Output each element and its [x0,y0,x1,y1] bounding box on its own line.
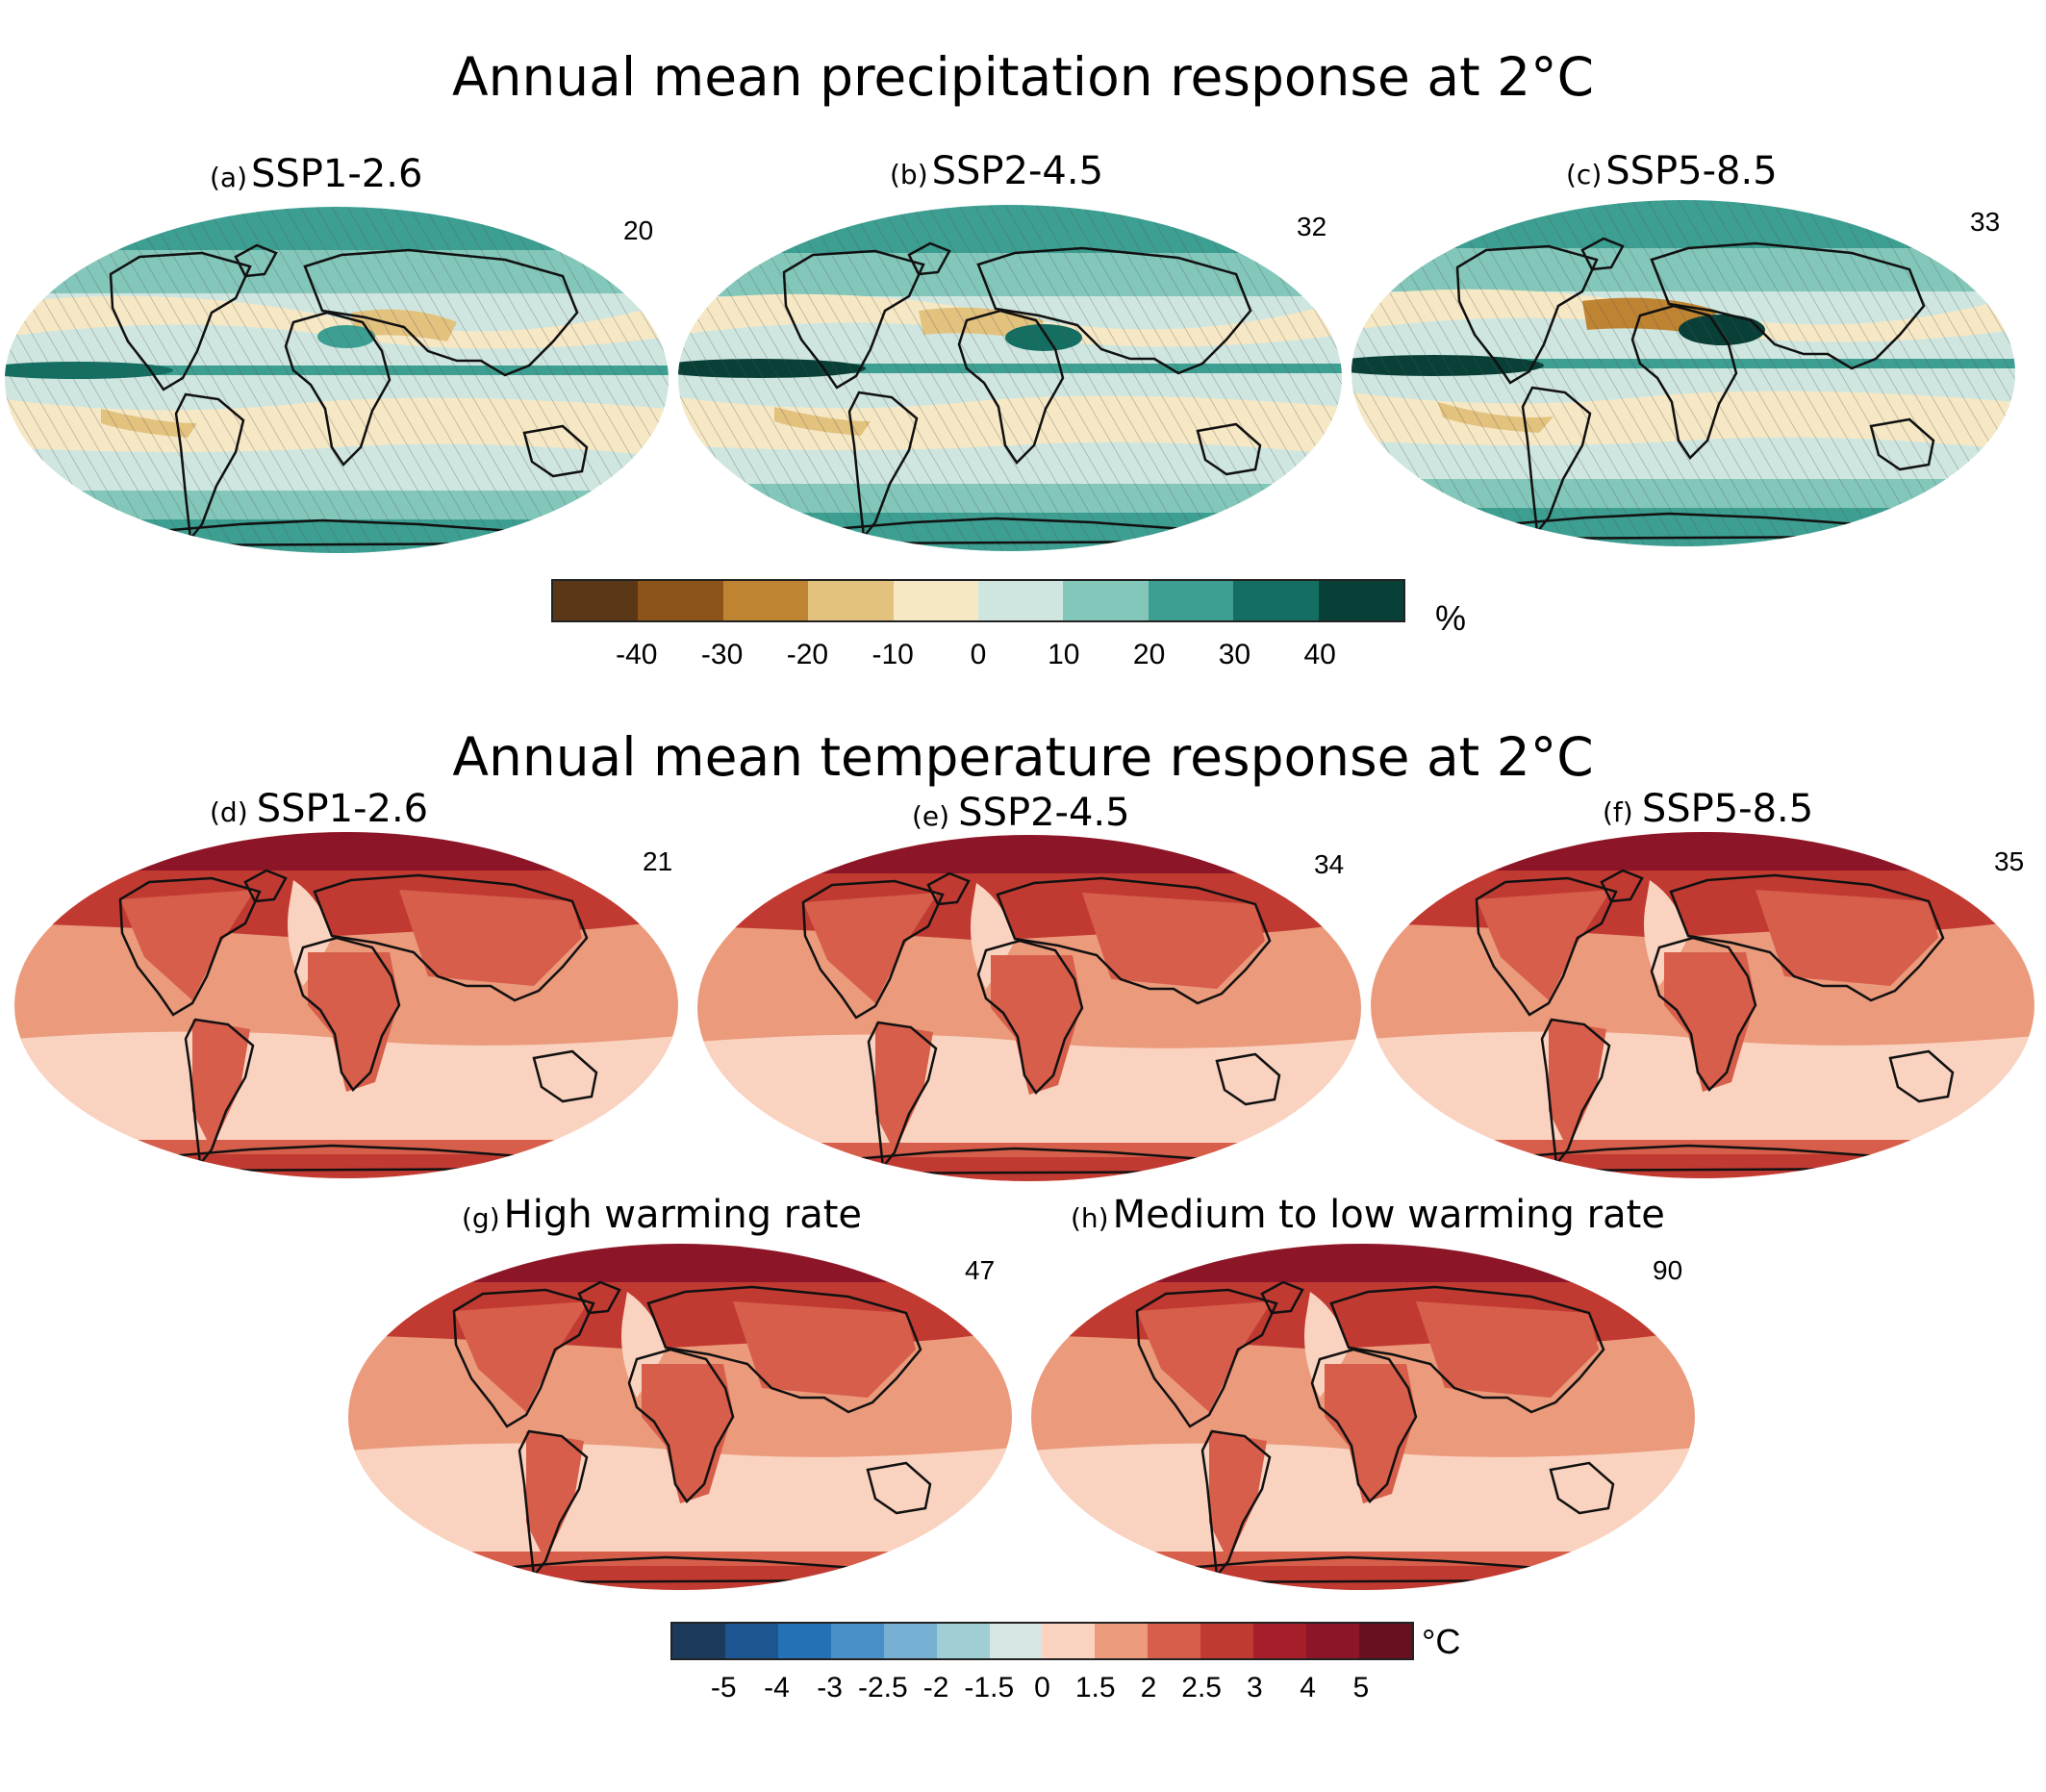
colorbar-swatch [1042,1624,1096,1658]
panel-e-label: (e) SSP2-4.5 [912,791,1130,835]
colorbar-swatch [1148,581,1234,620]
colorbar-tick-label: 30 [1218,639,1251,670]
colorbar-tick-label: 2 [1140,1672,1157,1704]
panel-b-model-count: 32 [1297,212,1327,241]
panel-title: SSP5-8.5 [1641,787,1814,831]
panel-letter: (b) [890,159,928,190]
colorbar-tick-label: 10 [1048,639,1080,670]
colorbar-tick-label: -2.5 [857,1672,908,1704]
colorbar-swatch [777,1624,831,1658]
colorbar-tick-label: 2.5 [1181,1672,1222,1704]
panel-letter: (h) [1071,1202,1109,1234]
panel-title: SSP2-4.5 [931,149,1104,193]
panel-title: SSP5-8.5 [1605,149,1778,193]
panel-d-label: (d) SSP1-2.6 [210,787,428,831]
colorbar-swatch [893,581,979,620]
panel-title: Medium to low warming rate [1112,1193,1665,1237]
colorbar-swatch [808,581,894,620]
colorbar-tick-label: -1.5 [964,1672,1015,1704]
colorbar-tick-label: 1.5 [1074,1672,1116,1704]
panel-a-model-count: 20 [623,215,654,245]
colorbar-tick-label: -40 [616,639,658,670]
precip-map-ssp585 [1351,200,2015,546]
colorbar-tick-label: 0 [970,639,987,670]
colorbar-tick-label: 20 [1132,639,1166,670]
panel-g-model-count: 47 [965,1255,996,1285]
temp-map-medium-low-warming [1031,1244,1695,1590]
colorbar-swatch [1233,581,1319,620]
panel-letter: (f) [1603,796,1633,828]
temp-section-title: Annual mean temperature response at 2°C [452,726,1594,788]
precip-map-ssp126 [5,207,669,553]
temp-map-ssp126 [14,832,678,1178]
colorbar-swatch [1063,581,1149,620]
temp-colorbar-unit: °C [1422,1622,1461,1661]
colorbar-tick-label: 3 [1247,1672,1263,1704]
colorbar-swatch [1200,1624,1254,1658]
colorbar-swatch [722,581,809,620]
panel-letter: (c) [1566,159,1603,190]
colorbar-swatch [1306,1624,1359,1658]
panel-g-label: (g) High warming rate [462,1193,862,1237]
panel-e-model-count: 34 [1314,849,1345,879]
panel-title: SSP1-2.6 [251,152,423,196]
precip-colorbar-unit: % [1435,598,1467,638]
temp-map-high-warming [348,1244,1012,1590]
colorbar-swatch [1148,1624,1201,1658]
colorbar-swatch [672,1624,725,1658]
temp-map-ssp585 [1371,832,2034,1178]
panel-title: SSP1-2.6 [256,787,429,831]
panel-d-model-count: 21 [643,846,673,876]
panel-h-label: (h) Medium to low warming rate [1071,1193,1665,1237]
colorbar-tick-label: 4 [1300,1672,1316,1704]
colorbar-swatch [936,1624,990,1658]
colorbar-swatch [553,581,639,620]
temp-map-ssp245 [697,835,1361,1181]
colorbar-tick-label: -10 [871,639,914,670]
colorbar-swatch [638,581,723,620]
panel-f-label: (f) SSP5-8.5 [1603,787,1813,831]
panel-f-model-count: 35 [1994,846,2025,876]
panel-letter: (g) [462,1202,500,1234]
panel-b-label: (b) SSP2-4.5 [890,149,1103,193]
colorbar-tick-label: -4 [764,1672,790,1704]
panel-title: SSP2-4.5 [958,791,1130,835]
panel-letter: (a) [210,162,248,193]
colorbar-swatch [830,1624,884,1658]
panel-h-model-count: 90 [1653,1255,1683,1285]
colorbar-tick-label: -2 [922,1672,949,1704]
colorbar-tick-label: -3 [817,1672,843,1704]
colorbar-tick-label: -30 [700,639,744,670]
colorbar-tick-label: 0 [1034,1672,1050,1704]
colorbar-tick-label: -20 [786,639,829,670]
colorbar-swatch [1095,1624,1149,1658]
colorbar-swatch [724,1624,778,1658]
colorbar-swatch [1253,1624,1307,1658]
colorbar-swatch [989,1624,1043,1658]
colorbar-swatch [978,581,1064,620]
panel-title: High warming rate [503,1193,863,1237]
colorbar-tick-label: -5 [710,1672,737,1704]
panel-letter: (d) [210,796,248,828]
temp-colorbar [670,1622,1414,1660]
panel-c-label: (c) SSP5-8.5 [1566,149,1778,193]
colorbar-swatch [1318,581,1404,620]
colorbar-tick-label: 5 [1352,1672,1370,1704]
colorbar-tick-label: 40 [1303,639,1336,670]
panel-a-label: (a) SSP1-2.6 [210,152,422,196]
colorbar-swatch [883,1624,937,1658]
precip-section-title: Annual mean precipitation response at 2°… [451,46,1595,108]
panel-letter: (e) [912,800,950,832]
precip-map-ssp245 [678,205,1342,551]
panel-c-model-count: 33 [1970,207,2001,237]
colorbar-swatch [1358,1624,1412,1658]
precip-colorbar [551,579,1405,622]
